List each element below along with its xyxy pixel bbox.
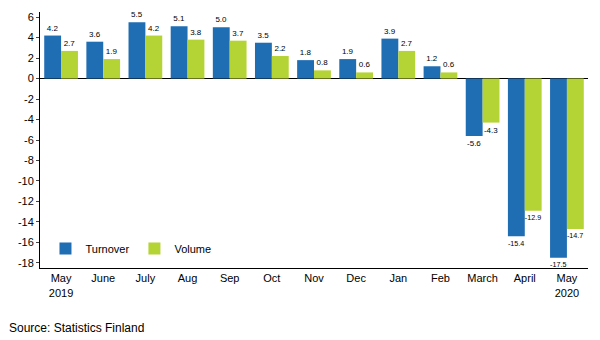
svg-text:Feb: Feb bbox=[431, 272, 450, 284]
svg-text:Source: Statistics Finland: Source: Statistics Finland bbox=[9, 321, 144, 335]
svg-text:-12.9: -12.9 bbox=[525, 214, 541, 222]
svg-text:4: 4 bbox=[28, 31, 34, 43]
svg-text:-17.5: -17.5 bbox=[550, 261, 566, 269]
svg-text:Nov: Nov bbox=[304, 272, 324, 284]
svg-text:-12: -12 bbox=[18, 195, 34, 207]
svg-text:3.5: 3.5 bbox=[258, 31, 270, 40]
svg-text:2: 2 bbox=[28, 52, 34, 64]
svg-text:4.2: 4.2 bbox=[148, 24, 160, 33]
svg-text:-6: -6 bbox=[24, 134, 34, 146]
svg-text:0.8: 0.8 bbox=[317, 58, 329, 67]
svg-text:May2019: May2019 bbox=[49, 272, 73, 298]
svg-text:May2020: May2020 bbox=[555, 272, 579, 298]
svg-text:June: June bbox=[91, 272, 115, 284]
svg-text:-10: -10 bbox=[18, 175, 34, 187]
svg-text:0: 0 bbox=[28, 72, 34, 84]
svg-text:5.0: 5.0 bbox=[215, 15, 227, 24]
svg-text:-4: -4 bbox=[24, 113, 34, 125]
svg-text:Oct: Oct bbox=[263, 272, 280, 284]
svg-text:-5.6: -5.6 bbox=[467, 139, 481, 148]
svg-text:-8: -8 bbox=[24, 154, 34, 166]
svg-text:March: March bbox=[467, 272, 498, 284]
svg-text:2.2: 2.2 bbox=[274, 44, 286, 53]
svg-text:1.9: 1.9 bbox=[342, 47, 354, 56]
svg-text:Sep: Sep bbox=[220, 272, 240, 284]
svg-text:July: July bbox=[136, 272, 156, 284]
svg-text:Dec: Dec bbox=[346, 272, 366, 284]
svg-text:April: April bbox=[514, 272, 536, 284]
svg-text:0.6: 0.6 bbox=[443, 60, 455, 69]
svg-text:1.9: 1.9 bbox=[106, 47, 118, 56]
svg-text:0.6: 0.6 bbox=[359, 60, 371, 69]
svg-text:2.7: 2.7 bbox=[401, 39, 413, 48]
svg-text:5.1: 5.1 bbox=[173, 14, 185, 23]
svg-text:1.2: 1.2 bbox=[426, 54, 438, 63]
svg-text:4.2: 4.2 bbox=[47, 24, 59, 33]
svg-text:6: 6 bbox=[28, 11, 34, 23]
svg-text:3.9: 3.9 bbox=[384, 27, 396, 36]
svg-text:5.5: 5.5 bbox=[131, 10, 143, 19]
svg-text:-2: -2 bbox=[24, 93, 34, 105]
svg-text:1.8: 1.8 bbox=[300, 48, 312, 57]
svg-text:-15.4: -15.4 bbox=[508, 240, 524, 248]
svg-text:-18: -18 bbox=[18, 257, 34, 269]
svg-text:Volume: Volume bbox=[174, 243, 211, 255]
svg-text:-14: -14 bbox=[18, 216, 34, 228]
svg-text:Jan: Jan bbox=[389, 272, 407, 284]
svg-text:Turnover: Turnover bbox=[85, 243, 129, 255]
svg-text:3.8: 3.8 bbox=[190, 28, 202, 37]
svg-text:-4.3: -4.3 bbox=[484, 126, 498, 135]
svg-text:-14.7: -14.7 bbox=[567, 232, 583, 240]
svg-text:3.6: 3.6 bbox=[89, 30, 101, 39]
svg-text:2.7: 2.7 bbox=[64, 39, 76, 48]
svg-text:-16: -16 bbox=[18, 236, 34, 248]
svg-text:Aug: Aug bbox=[178, 272, 198, 284]
svg-text:3.7: 3.7 bbox=[232, 29, 244, 38]
